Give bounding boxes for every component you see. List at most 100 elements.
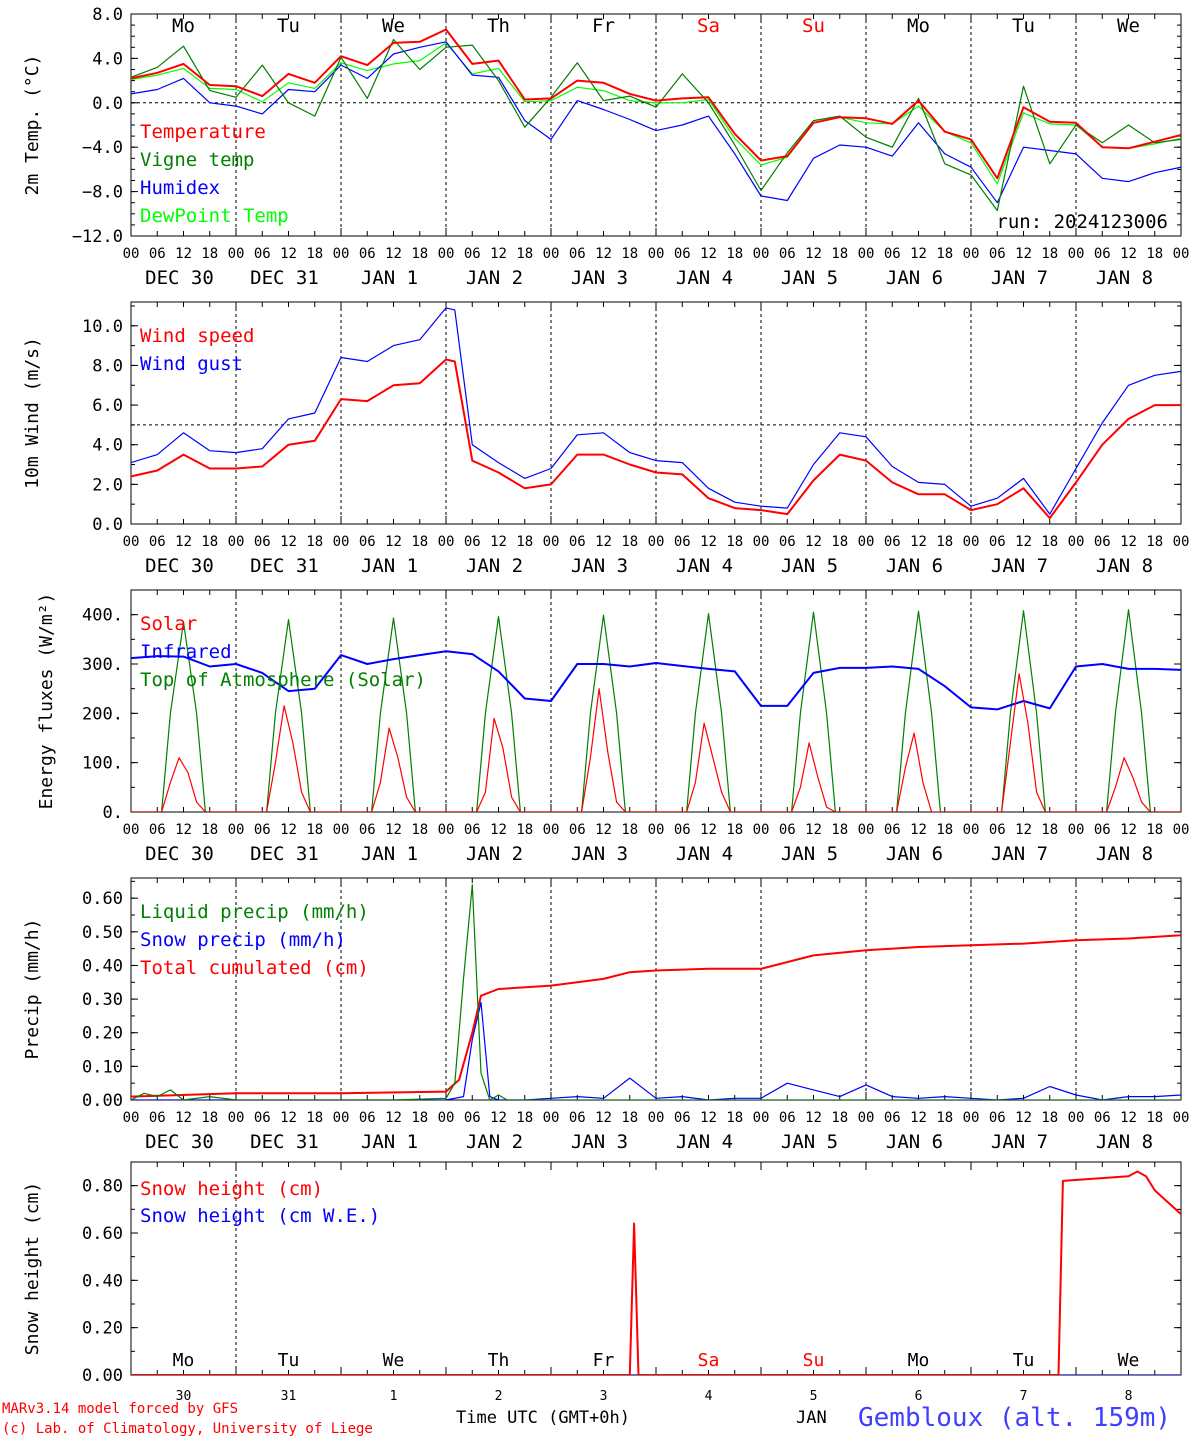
x-hour-label: 06 bbox=[254, 534, 271, 550]
x-hour-label: 18 bbox=[726, 1110, 743, 1126]
x-hour-label: 18 bbox=[411, 1110, 428, 1126]
legend-entry: Humidex bbox=[140, 177, 220, 199]
x-hour-label: 06 bbox=[1094, 822, 1111, 838]
legend-entry: Snow precip (mm/h) bbox=[140, 929, 346, 951]
x-hour-label: 06 bbox=[989, 822, 1006, 838]
legend-entry: Snow height (cm) bbox=[140, 1178, 323, 1200]
x-hour-label: 06 bbox=[884, 822, 901, 838]
x-hour-label: 06 bbox=[464, 534, 481, 550]
x-date-label: JAN 3 bbox=[571, 267, 628, 289]
series-group bbox=[131, 609, 1181, 812]
series-line-dewpoint-temp bbox=[131, 42, 1181, 185]
series-line-wind-speed bbox=[131, 358, 1181, 520]
x-hour-label: 06 bbox=[254, 822, 271, 838]
x-date-label: JAN 7 bbox=[991, 1131, 1048, 1153]
series-line-wind-gust bbox=[131, 307, 1181, 515]
weekday-label: Tu bbox=[278, 1350, 300, 1371]
x-hour-label: 12 bbox=[1015, 246, 1032, 262]
x-date-label: DEC 31 bbox=[250, 1131, 319, 1153]
x-hour-label: 12 bbox=[700, 246, 717, 262]
y-tick-label: 4.0 bbox=[92, 436, 123, 456]
x-hour-label: 12 bbox=[280, 534, 297, 550]
x-hour-label: 18 bbox=[306, 822, 323, 838]
x-hour-label: 18 bbox=[831, 1110, 848, 1126]
y-tick-label: 0.00 bbox=[82, 1366, 123, 1386]
x-date-label: JAN 3 bbox=[571, 1131, 628, 1153]
x-hour-label: 06 bbox=[674, 534, 691, 550]
weekday-label: Mo bbox=[173, 1350, 195, 1371]
x-hour-label: 12 bbox=[805, 1110, 822, 1126]
x-hour-label: 00 bbox=[543, 246, 560, 262]
x-hour-label: 00 bbox=[753, 1110, 770, 1126]
legend-entry: Wind gust bbox=[140, 353, 243, 375]
x-hour-label: 06 bbox=[884, 534, 901, 550]
x-hour-label: 00 bbox=[858, 822, 875, 838]
y-axis-label: Snow height (cm) bbox=[22, 1182, 43, 1355]
x-hour-label: 00 bbox=[438, 1110, 455, 1126]
x-hour-label: 00 bbox=[648, 534, 665, 550]
y-tick-label: 0.60 bbox=[82, 1224, 123, 1244]
x-hour-label: 18 bbox=[411, 534, 428, 550]
weekday-label: Mo bbox=[908, 1350, 930, 1371]
x-hour-label: 00 bbox=[858, 534, 875, 550]
day-number-label: 2 bbox=[495, 1389, 503, 1404]
x-hour-label: 00 bbox=[1173, 1110, 1190, 1126]
x-hour-label: 00 bbox=[648, 1110, 665, 1126]
series-line-vigne-temp bbox=[131, 38, 1181, 212]
x-date-label: JAN 6 bbox=[886, 1131, 943, 1153]
weekday-label: We bbox=[1118, 1350, 1140, 1371]
x-date-label: JAN 5 bbox=[781, 843, 838, 865]
x-hour-label: 12 bbox=[595, 1110, 612, 1126]
x-hour-label: 18 bbox=[936, 534, 953, 550]
y-tick-label: 10.0 bbox=[82, 317, 123, 337]
x-hour-label: 12 bbox=[805, 822, 822, 838]
day-number-label: 3 bbox=[600, 1389, 608, 1404]
day-number-label: 6 bbox=[915, 1389, 923, 1404]
x-date-label: JAN 1 bbox=[361, 555, 418, 577]
credit-line-2: (c) Lab. of Climatology, University of L… bbox=[2, 1421, 373, 1437]
x-date-label: JAN 4 bbox=[676, 267, 733, 289]
x-hour-label: 18 bbox=[201, 534, 218, 550]
x-hour-label: 06 bbox=[989, 534, 1006, 550]
legend-entry: Wind speed bbox=[140, 325, 254, 347]
x-date-label: JAN 1 bbox=[361, 1131, 418, 1153]
x-date-label: JAN 5 bbox=[781, 267, 838, 289]
x-hour-label: 06 bbox=[569, 822, 586, 838]
x-hour-label: 06 bbox=[149, 534, 166, 550]
y-tick-label: 8.0 bbox=[92, 356, 123, 376]
x-hour-label: 18 bbox=[1041, 246, 1058, 262]
y-tick-label: 4.0 bbox=[92, 49, 123, 69]
x-hour-label: 12 bbox=[490, 534, 507, 550]
y-tick-label: 2.0 bbox=[92, 475, 123, 495]
x-hour-label: 18 bbox=[621, 822, 638, 838]
y-tick-label: 100. bbox=[82, 754, 123, 774]
x-hour-label: 12 bbox=[910, 822, 927, 838]
x-hour-label: 18 bbox=[516, 1110, 533, 1126]
panel-3: 0. 100. 200. 300. 400. Energy fluxes (W/m²) 00… bbox=[36, 589, 1189, 865]
day-number-label: 1 bbox=[390, 1389, 398, 1404]
x-hour-label: 06 bbox=[884, 1110, 901, 1126]
x-hour-label: 06 bbox=[359, 1110, 376, 1126]
x-hour-label: 06 bbox=[674, 246, 691, 262]
x-date-label: JAN 8 bbox=[1096, 555, 1153, 577]
y-tick-label: 0.30 bbox=[82, 990, 123, 1010]
x-hour-label: 18 bbox=[516, 534, 533, 550]
time-axis-label: Time UTC (GMT+0h) bbox=[456, 1408, 630, 1428]
x-hour-label: 00 bbox=[438, 246, 455, 262]
x-hour-label: 00 bbox=[1173, 534, 1190, 550]
x-date-label: JAN 4 bbox=[676, 555, 733, 577]
x-date-label: JAN 5 bbox=[781, 1131, 838, 1153]
x-hour-label: 00 bbox=[543, 534, 560, 550]
x-hour-label: 18 bbox=[306, 246, 323, 262]
x-hour-label: 12 bbox=[175, 246, 192, 262]
weekday-label: Th bbox=[487, 15, 510, 37]
x-hour-label: 00 bbox=[123, 822, 140, 838]
x-hour-label: 12 bbox=[280, 822, 297, 838]
x-hour-label: 12 bbox=[805, 246, 822, 262]
legend-entry: Solar bbox=[140, 613, 197, 635]
x-hour-label: 12 bbox=[805, 534, 822, 550]
x-hour-label: 12 bbox=[910, 246, 927, 262]
x-date-label: JAN 6 bbox=[886, 843, 943, 865]
x-hour-label: 00 bbox=[858, 1110, 875, 1126]
